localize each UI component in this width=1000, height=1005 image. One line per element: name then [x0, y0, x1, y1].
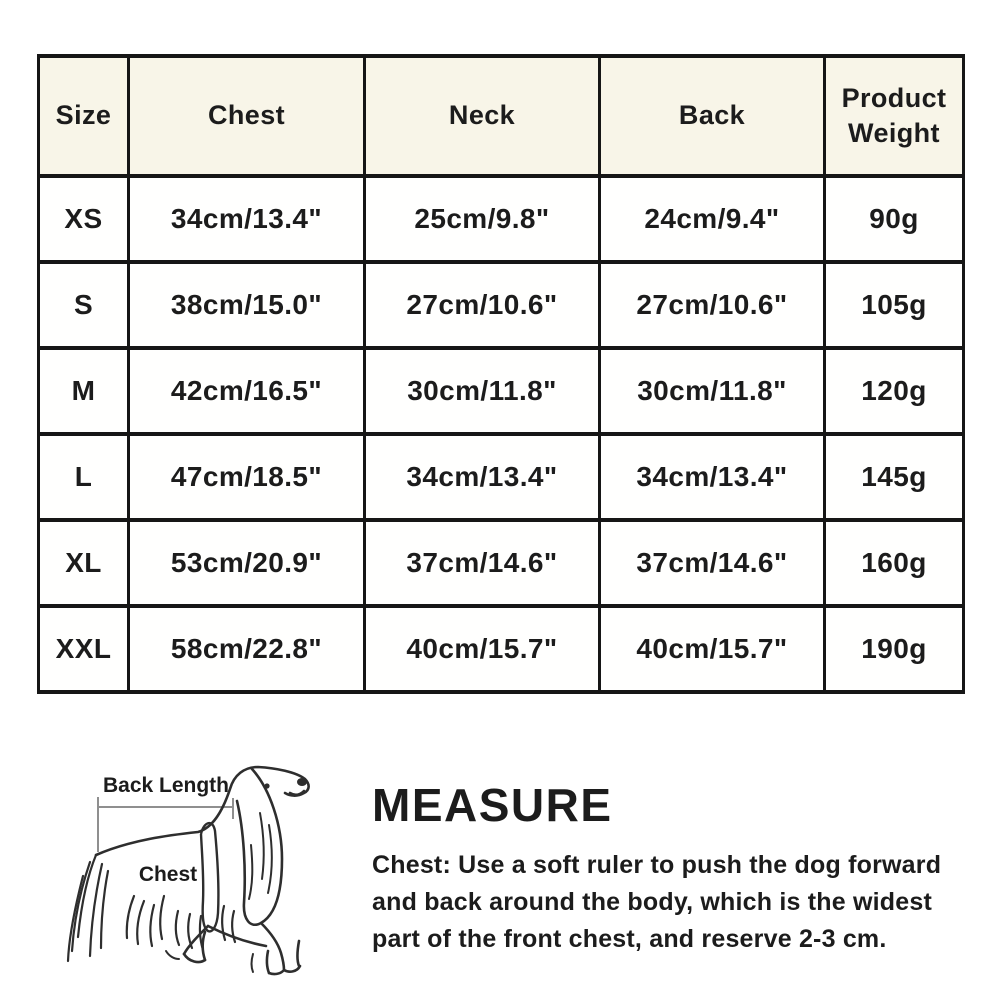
- cell-weight: 145g: [823, 432, 965, 522]
- dog-eye: [264, 783, 270, 789]
- cell-back: 40cm/15.7": [598, 604, 826, 694]
- cell-back: 27cm/10.6": [598, 260, 826, 350]
- cell-neck: 27cm/10.6": [363, 260, 601, 350]
- cell-weight: 160g: [823, 518, 965, 608]
- measure-instruction-line: part of the front chest, and reserve 2-3…: [372, 924, 887, 953]
- cell-weight: 90g: [823, 174, 965, 264]
- cell-chest: 34cm/13.4": [127, 174, 366, 264]
- chest-label: Chest: [139, 863, 197, 886]
- cell-neck: 34cm/13.4": [363, 432, 601, 522]
- dog-illustration: Back Length Chest: [66, 765, 310, 976]
- cell-chest: 47cm/18.5": [127, 432, 366, 522]
- back-length-bracket: [97, 797, 234, 852]
- chest-tape-loop: [199, 821, 220, 933]
- cell-weight: 190g: [823, 604, 965, 694]
- table-row: S 38cm/15.0" 27cm/10.6" 27cm/10.6" 105g: [37, 260, 965, 350]
- cell-back: 24cm/9.4": [598, 174, 826, 264]
- table-row: XL 53cm/20.9" 37cm/14.6" 37cm/14.6" 160g: [37, 518, 965, 608]
- cell-neck: 40cm/15.7": [363, 604, 601, 694]
- cell-back: 30cm/11.8": [598, 346, 826, 436]
- table-row: M 42cm/16.5" 30cm/11.8" 30cm/11.8" 120g: [37, 346, 965, 436]
- column-header-chest: Chest: [127, 54, 366, 178]
- cell-size: XS: [37, 174, 130, 264]
- dog-outline: [66, 765, 310, 976]
- cell-weight: 105g: [823, 260, 965, 350]
- table-header-row: Size Chest Neck Back Product Weight: [37, 54, 965, 178]
- cell-size: XL: [37, 518, 130, 608]
- dog-measurement-diagram: Back Length Chest: [38, 755, 373, 1000]
- cell-chest: 38cm/15.0": [127, 260, 366, 350]
- cell-chest: 53cm/20.9": [127, 518, 366, 608]
- cell-back: 37cm/14.6": [598, 518, 826, 608]
- table-row: L 47cm/18.5" 34cm/13.4" 34cm/13.4" 145g: [37, 432, 965, 522]
- cell-size: L: [37, 432, 130, 522]
- measure-instructions: MEASURE Chest: Use a soft ruler to push …: [372, 780, 980, 958]
- cell-chest: 58cm/22.8": [127, 604, 366, 694]
- measure-instruction-line: Chest: Use a soft ruler to push the dog …: [372, 850, 942, 879]
- cell-weight: 120g: [823, 346, 965, 436]
- cell-neck: 37cm/14.6": [363, 518, 601, 608]
- cell-back: 34cm/13.4": [598, 432, 826, 522]
- column-header-size: Size: [37, 54, 130, 178]
- dog-nose: [297, 778, 307, 786]
- measure-title: MEASURE: [372, 779, 613, 831]
- measure-section: Back Length Chest: [0, 752, 1000, 1000]
- column-header-back: Back: [598, 54, 826, 178]
- measure-instruction-line: and back around the body, which is the w…: [372, 887, 933, 916]
- column-header-weight: Product Weight: [823, 54, 965, 178]
- cell-neck: 30cm/11.8": [363, 346, 601, 436]
- table-row: XS 34cm/13.4" 25cm/9.8" 24cm/9.4" 90g: [37, 174, 965, 264]
- cell-size: XXL: [37, 604, 130, 694]
- column-header-neck: Neck: [363, 54, 601, 178]
- size-chart-table: Size Chest Neck Back Product Weight XS 3…: [37, 54, 965, 694]
- back-length-label: Back Length: [103, 774, 229, 797]
- cell-neck: 25cm/9.8": [363, 174, 601, 264]
- cell-size: S: [37, 260, 130, 350]
- cell-chest: 42cm/16.5": [127, 346, 366, 436]
- cell-size: M: [37, 346, 130, 436]
- table-row: XXL 58cm/22.8" 40cm/15.7" 40cm/15.7" 190…: [37, 604, 965, 694]
